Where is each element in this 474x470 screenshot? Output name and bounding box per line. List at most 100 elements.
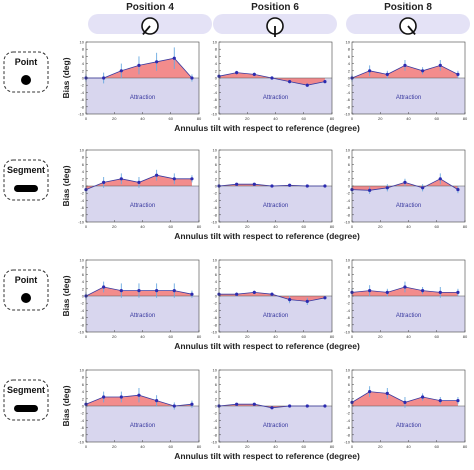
attraction-region [219,186,332,222]
y-tick-label: 2 [82,68,85,73]
y-tick-label: 4 [215,279,218,284]
attraction-region [219,406,332,442]
x-tick-label: 80 [463,224,468,229]
y-tick-label: 10 [346,40,351,45]
y-tick-label: -2 [346,411,350,416]
y-tick-label: -2 [346,301,350,306]
x-tick-label: 40 [406,444,411,449]
data-point [137,393,141,397]
y-axis-label: Bias (deg) [61,57,71,98]
y-tick-label: -10 [344,330,351,335]
data-point [421,395,425,399]
x-tick-label: 60 [435,224,440,229]
x-tick-label: 60 [302,444,307,449]
chart-panel: Attraction -10 -8 -6 -4 -2 0 2 4 6 8 10 0 20 40 60 80 [344,148,468,230]
y-tick-label: 0 [82,404,85,409]
x-tick-label: 0 [351,116,354,121]
y-tick-label: -4 [80,418,84,423]
x-tick-label: 0 [218,444,221,449]
y-tick-label: -4 [213,418,217,423]
position-label: Position 6 [251,2,299,13]
data-point [190,177,194,181]
y-tick-label: -4 [213,198,217,203]
data-point [403,400,407,404]
chart-row: Point Bias (deg) Annulus tilt with respect… [3,258,468,351]
y-tick-label: -6 [213,205,217,210]
attraction-region [352,296,465,332]
x-tick-label: 40 [140,444,145,449]
bar-icon [14,185,38,192]
y-tick-label: -2 [80,191,84,196]
y-tick-label: -6 [80,315,84,320]
condition-label: Segment [7,385,45,395]
y-tick-label: 2 [82,286,85,291]
attraction-label: Attraction [396,313,421,319]
y-tick-label: -6 [346,97,350,102]
data-point [403,180,407,184]
data-point [403,63,407,67]
y-tick-label: -10 [211,220,218,225]
chart-panel: Attraction -10 -8 -6 -4 -2 0 2 4 6 8 10 0 20 40 60 80 [344,40,468,122]
data-point [270,406,274,410]
x-tick-label: 40 [140,224,145,229]
x-tick-label: 80 [197,334,202,339]
data-point [421,289,425,293]
y-tick-label: 4 [82,61,85,66]
attraction-label: Attraction [396,423,421,429]
attraction-label: Attraction [130,313,155,319]
data-point [323,184,327,188]
x-tick-label: 0 [351,444,354,449]
y-tick-label: -8 [80,432,84,437]
y-tick-label: -2 [80,301,84,306]
y-tick-label: 0 [215,404,218,409]
y-tick-label: 4 [215,61,218,66]
data-point [190,402,194,406]
dot-icon [21,293,31,303]
y-tick-label: -4 [346,418,350,423]
x-tick-label: 0 [85,334,88,339]
y-tick-label: 10 [346,148,351,153]
data-point [252,182,256,186]
y-tick-label: -2 [213,301,217,306]
x-tick-label: 20 [112,334,117,339]
x-tick-label: 60 [302,116,307,121]
dot-icon [21,75,31,85]
chart-rows: Point Bias (deg) Annulus tilt with respect… [3,40,468,461]
y-tick-label: 2 [215,68,218,73]
x-tick-label: 0 [218,224,221,229]
y-tick-label: -4 [346,90,350,95]
y-tick-label: 8 [215,155,218,160]
y-tick-label: -10 [211,330,218,335]
y-tick-label: 8 [82,47,85,52]
y-tick-label: 10 [213,40,218,45]
data-point [368,188,372,192]
x-tick-label: 60 [302,334,307,339]
y-tick-label: 10 [346,258,351,263]
y-tick-label: -10 [344,220,351,225]
attraction-label: Attraction [263,95,288,101]
x-tick-label: 20 [245,334,250,339]
x-tick-label: 60 [435,334,440,339]
bias-area [352,65,458,78]
x-tick-label: 80 [197,116,202,121]
x-axis-label: Annulus tilt with respect to reference (… [174,231,360,241]
y-tick-label: 0 [82,294,85,299]
y-tick-label: -8 [213,322,217,327]
y-tick-label: -8 [346,322,350,327]
data-point [456,72,460,76]
data-point [119,289,123,293]
data-point [235,402,239,406]
chart-panel: Attraction -10 -8 -6 -4 -2 0 2 4 6 8 10 0 20 40 60 80 [78,258,202,340]
chart-panel: Attraction -10 -8 -6 -4 -2 0 2 4 6 8 10 0 20 40 60 80 [211,368,335,450]
position-headers: Position 4 Position 6 Position 8 [88,2,470,37]
data-point [137,63,141,67]
x-tick-label: 60 [169,444,174,449]
y-tick-label: -4 [80,308,84,313]
chart-panel: Attraction -10 -8 -6 -4 -2 0 2 4 6 8 10 0 20 40 60 80 [78,148,202,230]
x-tick-label: 80 [330,224,335,229]
y-tick-label: -6 [213,315,217,320]
y-tick-label: -10 [344,440,351,445]
data-point [235,71,239,75]
y-tick-label: 4 [82,389,85,394]
